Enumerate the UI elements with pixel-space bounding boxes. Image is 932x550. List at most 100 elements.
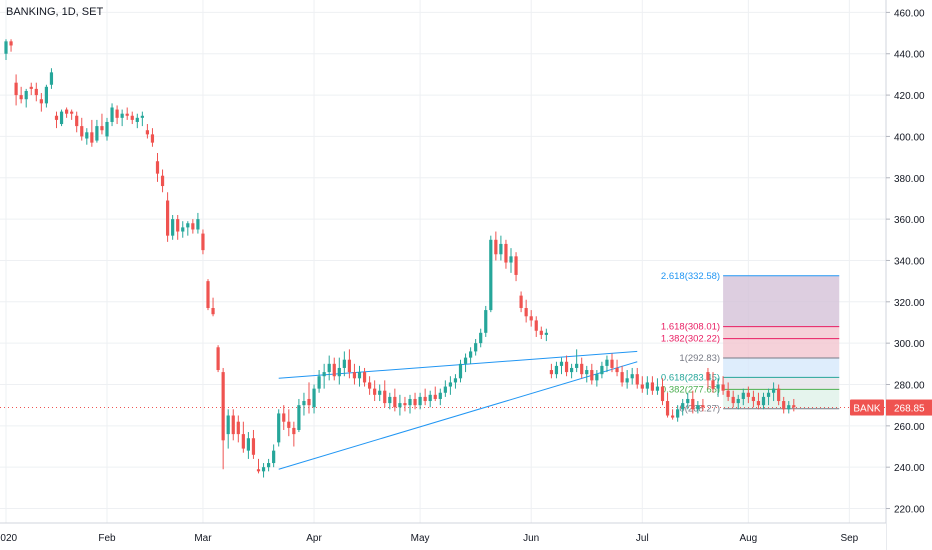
candle: [660, 378, 665, 406]
candle: [458, 359, 463, 383]
candle-body: [782, 401, 786, 410]
candle-body: [570, 367, 574, 373]
candle: [160, 169, 165, 193]
candle-body: [282, 413, 286, 422]
candle-body: [292, 427, 296, 435]
candle: [676, 405, 680, 422]
candle-body: [125, 113, 129, 116]
price-axis-bg: [886, 0, 932, 550]
fib-zone: [723, 377, 840, 390]
candle-body: [277, 413, 281, 443]
candle-body: [140, 115, 144, 118]
candle: [711, 372, 715, 393]
candle: [332, 357, 336, 381]
candle: [766, 388, 771, 406]
candle: [59, 109, 64, 127]
candle-body: [564, 361, 569, 373]
candle-body: [226, 415, 230, 435]
candle: [559, 357, 564, 375]
candle-body: [458, 363, 463, 379]
candle-body: [595, 374, 599, 381]
candle: [509, 248, 513, 273]
candle-body: [302, 401, 306, 406]
candle: [49, 68, 54, 89]
candle: [261, 463, 266, 478]
candle: [166, 192, 170, 242]
candle-body: [469, 351, 473, 358]
y-tick-label: 300.00: [894, 339, 925, 350]
fib-level-label: 1.382(302.22): [661, 334, 720, 345]
candle-body: [130, 115, 134, 120]
y-tick-label: 320.00: [894, 298, 925, 309]
x-tick-label: Mar: [194, 533, 212, 544]
candle: [443, 380, 447, 397]
candle-body: [59, 111, 64, 125]
candle: [373, 380, 377, 402]
candle-body: [287, 421, 291, 428]
candle-body: [251, 438, 256, 455]
y-tick-label: 460.00: [894, 8, 925, 19]
candle-body: [605, 359, 609, 366]
candle: [514, 252, 518, 282]
candle-body: [761, 396, 766, 406]
candle: [469, 347, 473, 364]
candle-body: [751, 396, 755, 402]
candle-body: [504, 243, 508, 263]
candle-body: [342, 359, 346, 368]
time-axis-bg: [0, 523, 886, 550]
candle: [105, 117, 109, 141]
grid: [0, 0, 886, 523]
candle-body: [474, 343, 478, 352]
candle-body: [322, 372, 326, 377]
x-tick-label: Jun: [523, 533, 539, 544]
candle: [216, 345, 220, 373]
fib-level-label: 0.382(277.65): [661, 384, 720, 395]
candle-body: [731, 396, 735, 404]
candle: [575, 349, 579, 373]
candle: [640, 376, 644, 393]
candle-body: [559, 361, 564, 366]
candle-body: [660, 386, 665, 402]
candle: [186, 221, 190, 236]
candle: [150, 128, 155, 147]
candle-body: [221, 372, 225, 441]
candle: [554, 361, 559, 379]
candle: [70, 109, 74, 120]
candle: [539, 326, 543, 340]
candle: [115, 105, 119, 125]
candle-body: [383, 390, 387, 404]
candle: [211, 297, 215, 317]
candle-body: [772, 388, 776, 393]
candle: [241, 421, 245, 453]
candle: [787, 401, 791, 414]
candle: [610, 353, 614, 373]
chart-title: BANKING, 1D, SET: [6, 6, 104, 18]
x-tick-label: Apr: [306, 533, 322, 544]
candle-body: [777, 388, 781, 402]
candle-body: [317, 376, 321, 389]
candle-body: [4, 41, 8, 54]
candle: [277, 409, 281, 447]
candle: [226, 409, 230, 449]
candle: [145, 124, 149, 139]
candle: [777, 384, 781, 406]
fib-zone: [723, 338, 840, 358]
candle-body: [590, 370, 594, 381]
candle: [761, 392, 766, 410]
candle: [615, 359, 619, 377]
candle: [327, 355, 331, 381]
candle: [691, 390, 695, 414]
fib-zone: [723, 326, 840, 339]
y-tick-label: 340.00: [894, 256, 925, 267]
candle-body: [95, 126, 99, 141]
candle: [322, 363, 326, 389]
candle-body: [625, 378, 629, 383]
candle-body: [256, 469, 261, 472]
candle: [746, 386, 750, 404]
candle-body: [408, 398, 412, 406]
y-tick-label: 240.00: [894, 463, 925, 474]
candle: [307, 382, 311, 414]
candle-body: [499, 243, 503, 255]
